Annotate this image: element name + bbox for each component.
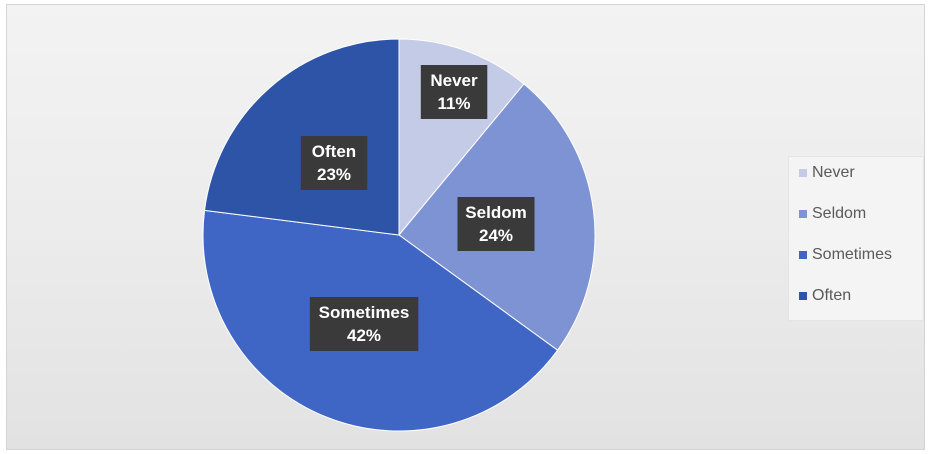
legend-swatch (799, 169, 807, 177)
legend-label: Seldom (812, 205, 867, 222)
data-label-box (309, 297, 419, 351)
data-label-percent: 42% (347, 326, 381, 345)
legend-item-seldom: Seldom (799, 204, 866, 224)
data-label-category: Never (430, 71, 478, 90)
data-label-box (457, 197, 535, 251)
data-label-percent: 11% (437, 94, 470, 113)
data-label-category: Seldom (465, 203, 526, 222)
legend-item-often: Often (799, 286, 851, 306)
data-label-never: Never 11% (420, 65, 488, 119)
data-label-percent: 23% (317, 165, 351, 184)
data-label-category: Often (312, 142, 356, 161)
legend: Never Seldom Sometimes Often (788, 156, 924, 321)
legend-label: Sometimes (812, 246, 893, 263)
legend-swatch (799, 292, 807, 300)
legend-label: Often (812, 287, 852, 304)
legend-swatch (799, 251, 807, 259)
data-label-box (300, 136, 368, 190)
data-label-percent: 24% (479, 226, 513, 245)
legend-label: Never (812, 164, 855, 181)
data-label-seldom: Seldom 24% (457, 197, 535, 251)
data-label-sometimes: Sometimes 42% (309, 297, 419, 351)
data-label-category: Sometimes (319, 303, 410, 322)
legend-item-never: Never (799, 163, 855, 183)
legend-item-sometimes: Sometimes (799, 245, 892, 265)
data-label-often: Often 23% (300, 136, 368, 190)
legend-swatch (799, 210, 807, 218)
data-label-box (420, 65, 488, 119)
